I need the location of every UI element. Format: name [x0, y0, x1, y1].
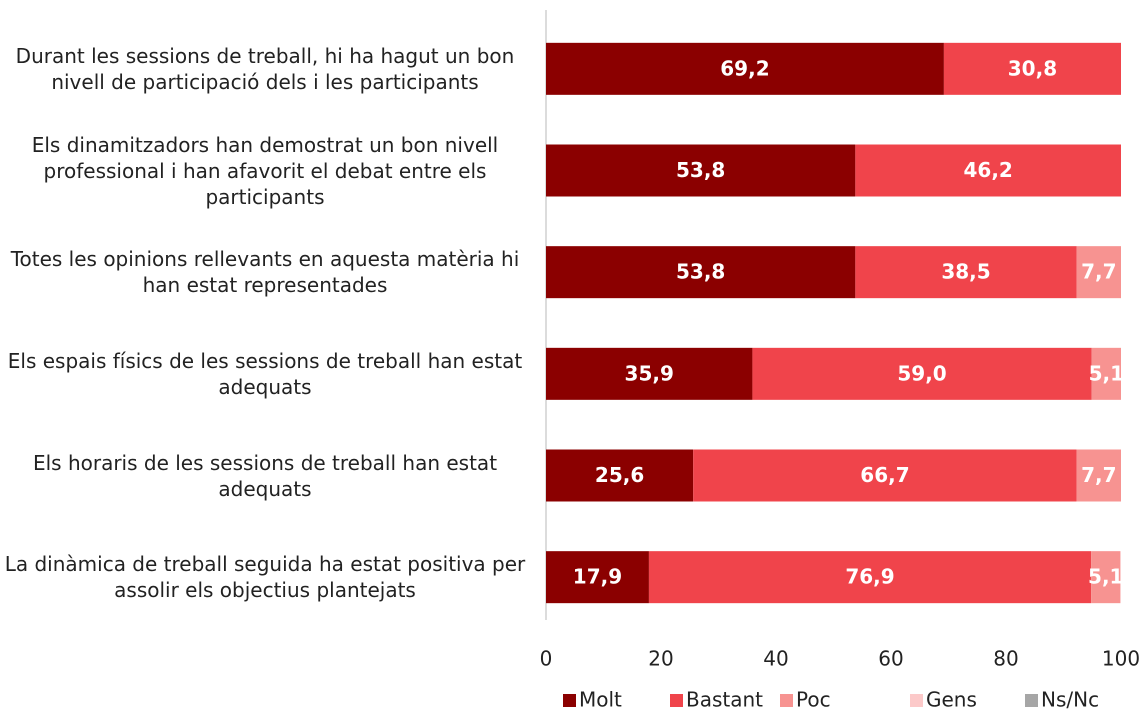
x-tick-label: 40 — [763, 647, 788, 671]
data-label: 5,1 — [1089, 361, 1124, 385]
data-label: 53,8 — [676, 158, 725, 182]
category-label: Els espais físics de les sessions de tre… — [7, 348, 523, 399]
x-tick-label: 60 — [878, 647, 903, 671]
legend-label: Ns/Nc — [1041, 688, 1099, 710]
data-label: 7,7 — [1081, 260, 1116, 284]
data-label: 53,8 — [676, 260, 725, 284]
x-tick-label: 100 — [1102, 647, 1140, 671]
data-label: 38,5 — [941, 260, 990, 284]
data-label: 76,9 — [845, 565, 894, 589]
bar-segment — [943, 42, 1121, 95]
legend-label: Bastant — [686, 688, 763, 710]
legend-label: Molt — [579, 688, 622, 710]
data-label: 30,8 — [1008, 56, 1057, 80]
bar-segment — [1076, 246, 1121, 299]
bar-segment — [1091, 347, 1121, 400]
legend-label: Gens — [926, 688, 977, 710]
legend-swatch — [780, 694, 793, 707]
bar-segment — [648, 551, 1092, 604]
bars: 69,2 30,8 53,8 46,2 53,8 38,5 7,7 35,9 59,0 5,1 25… — [546, 42, 1124, 604]
legend-swatch — [670, 694, 683, 707]
x-tick-label: 20 — [648, 647, 673, 671]
bar-segment — [693, 449, 1077, 502]
bar-segment — [546, 42, 944, 95]
x-tick-label: 80 — [993, 647, 1018, 671]
bar-segment — [546, 449, 694, 502]
data-label: 35,9 — [625, 361, 674, 385]
legend-swatch — [910, 694, 923, 707]
legend-label: Poc — [796, 688, 831, 710]
category-label: Els dinamitzadors han demostrat un bon n… — [31, 132, 499, 209]
bar-segment — [546, 246, 856, 299]
bar-segment — [546, 347, 753, 400]
bar-segment — [855, 144, 1121, 197]
bar-segment — [752, 347, 1092, 400]
bar-segment — [1091, 551, 1121, 604]
data-label: 5,1 — [1088, 565, 1123, 589]
bar-segment — [546, 551, 649, 604]
bar-segment — [855, 246, 1077, 299]
category-label: Totes les opinions rellevants en aquesta… — [10, 247, 520, 298]
data-label: 59,0 — [897, 361, 946, 385]
legend-swatch — [1025, 694, 1038, 707]
x-tick-label: 0 — [540, 647, 553, 671]
data-label: 46,2 — [963, 158, 1012, 182]
bar-segment — [1076, 449, 1121, 502]
category-label: Durant les sessions de treball, hi ha ha… — [15, 43, 515, 94]
data-label: 17,9 — [573, 565, 622, 589]
bar-segment — [546, 144, 856, 197]
data-label: 66,7 — [860, 463, 909, 487]
data-label: 7,7 — [1081, 463, 1116, 487]
data-label: 25,6 — [595, 463, 644, 487]
category-label: Els horaris de les sessions de treball h… — [32, 450, 498, 501]
category-label: La dinàmica de treball seguida ha estat … — [4, 552, 526, 603]
data-label: 69,2 — [720, 56, 769, 80]
legend-swatch — [563, 694, 576, 707]
